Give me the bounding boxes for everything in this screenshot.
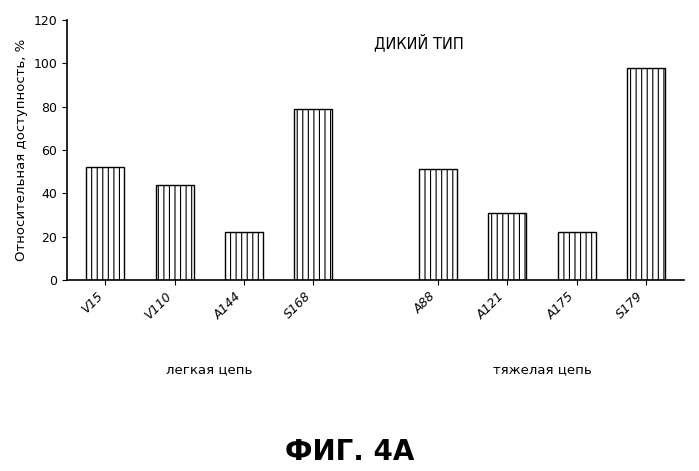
Bar [294, 109, 332, 280]
Bar [488, 213, 526, 280]
Text: легкая цепь: легкая цепь [166, 363, 252, 376]
Text: ДИКИЙ ТИП: ДИКИЙ ТИП [374, 33, 463, 51]
Bar [558, 232, 596, 280]
Y-axis label: Относительная доступность, %: Относительная доступность, % [15, 39, 28, 261]
Bar [627, 68, 665, 280]
Bar [155, 185, 194, 280]
Bar [225, 232, 263, 280]
Text: тяжелая цепь: тяжелая цепь [493, 363, 591, 376]
Bar [86, 167, 124, 280]
Text: ФИГ. 4А: ФИГ. 4А [284, 439, 415, 466]
Bar [419, 170, 457, 280]
